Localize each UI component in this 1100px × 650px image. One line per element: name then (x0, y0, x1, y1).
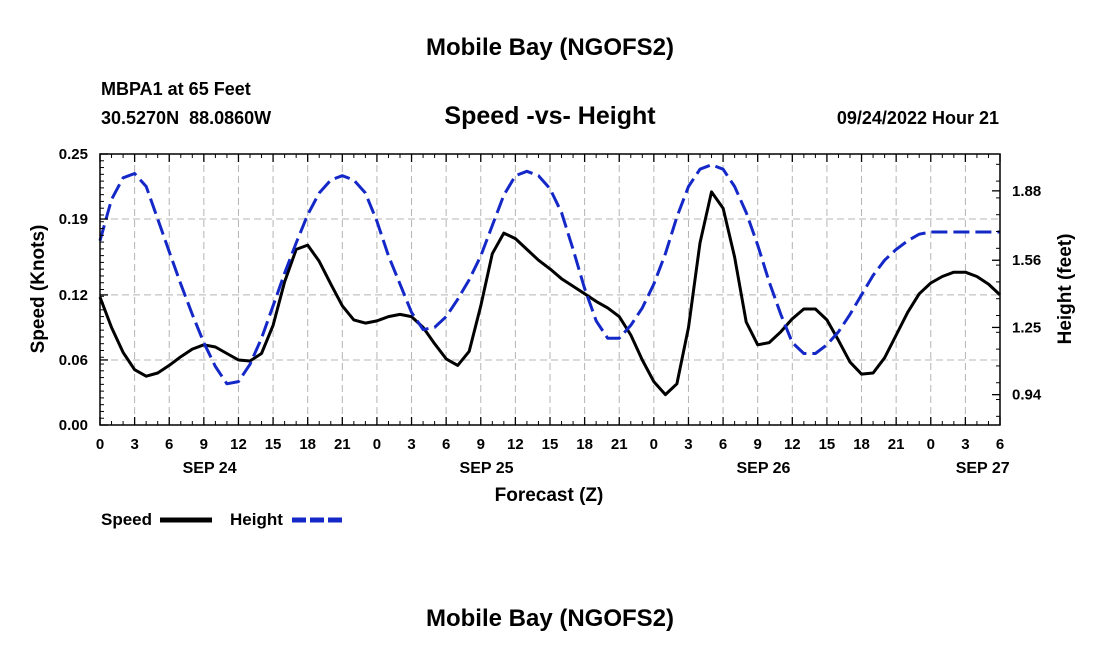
x-tick-label: 15 (819, 436, 836, 453)
day-label: SEP 25 (460, 460, 514, 477)
x-tick-label: 0 (927, 436, 935, 453)
x-tick-label: 18 (299, 436, 316, 453)
bottom-title: Mobile Bay (NGOFS2) (426, 605, 674, 632)
y-tick-label: 0.19 (59, 211, 88, 228)
x-tick-label: 6 (165, 436, 173, 453)
series-line-speed (98, 190, 1002, 397)
x-tick-label: 21 (334, 436, 351, 453)
x-tick-label: 6 (719, 436, 727, 453)
x-tick-label: 0 (650, 436, 658, 453)
x-tick-label: 6 (996, 436, 1004, 453)
x-tick-label: 3 (130, 436, 138, 453)
y2-axis-label: Height (feet) (1055, 234, 1076, 345)
x-tick-label: 0 (96, 436, 104, 453)
y-tick-label: 0.06 (59, 352, 88, 369)
legend: Speed Height (101, 510, 343, 529)
x-tick-label: 21 (888, 436, 905, 453)
station-label: MBPA1 at 65 Feet (101, 79, 251, 99)
day-label: SEP 26 (736, 460, 790, 477)
legend-height-label: Height (230, 510, 283, 529)
x-tick-label: 9 (477, 436, 485, 453)
y-axis-label: Speed (Knots) (28, 225, 49, 354)
legend-speed-label: Speed (101, 510, 152, 529)
x-tick-label: 6 (442, 436, 450, 453)
axes: 0 3 6 9 12 15 18 21 0 3 6 9 12 15 18 21 0 3 6 9 12 15 18 21 0 3 6S… (59, 146, 1042, 477)
x-tick-label: 15 (265, 436, 282, 453)
x-tick-label: 18 (576, 436, 593, 453)
x-tick-label: 12 (230, 436, 247, 453)
series-layer (98, 163, 1002, 397)
grid-lines (100, 154, 1000, 425)
x-tick-label: 3 (684, 436, 692, 453)
x-tick-label: 15 (542, 436, 559, 453)
y2-tick-label: 0.94 (1012, 387, 1042, 404)
x-axis-label: Forecast (Z) (495, 485, 604, 506)
x-tick-label: 18 (853, 436, 870, 453)
x-tick-label: 3 (407, 436, 415, 453)
datetime-label: 09/24/2022 Hour 21 (837, 108, 999, 128)
x-tick-label: 0 (373, 436, 381, 453)
x-tick-label: 9 (754, 436, 762, 453)
series-line-height (98, 163, 1000, 386)
y2-tick-label: 1.56 (1012, 252, 1041, 269)
y2-tick-label: 1.25 (1012, 319, 1041, 336)
x-tick-label: 21 (611, 436, 628, 453)
x-tick-label: 12 (507, 436, 524, 453)
y-tick-label: 0.25 (59, 146, 88, 163)
coords-label: 30.5270N 88.0860W (101, 108, 271, 128)
x-tick-label: 9 (200, 436, 208, 453)
y2-tick-label: 1.88 (1012, 183, 1041, 200)
y-tick-label: 0.00 (59, 417, 88, 434)
y-tick-label: 0.12 (59, 287, 88, 304)
chart-subtitle: Speed -vs- Height (444, 102, 656, 130)
chart-title: Mobile Bay (NGOFS2) (426, 34, 674, 61)
day-label: SEP 27 (956, 460, 1010, 477)
x-tick-label: 12 (784, 436, 801, 453)
x-tick-label: 3 (961, 436, 969, 453)
day-label: SEP 24 (183, 460, 237, 477)
